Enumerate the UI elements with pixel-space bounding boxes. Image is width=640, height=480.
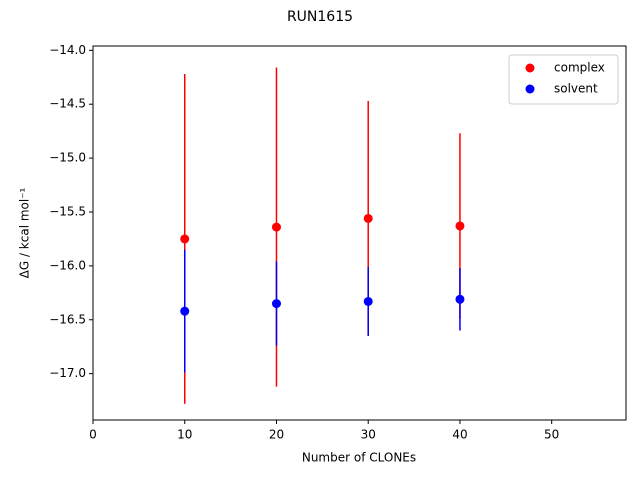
point [363,213,373,223]
x-tick-label: 40 [452,428,467,442]
point [271,222,281,232]
y-tick-label: −16.5 [49,312,86,326]
y-tick-label: −15.5 [49,204,86,218]
y-tick-label: −16.0 [49,258,86,272]
point [455,294,465,304]
x-tick-label: 30 [361,428,376,442]
point [180,306,190,316]
legend-label: complex [554,61,605,75]
legend-marker [525,63,535,73]
y-tick-label: −14.0 [49,43,86,57]
point [180,234,190,244]
legend-marker [525,84,535,94]
point [455,221,465,231]
plot-frame [92,45,627,421]
y-tick-label: −15.0 [49,151,86,165]
chart-title: RUN1615 [287,9,353,25]
x-tick-label: 0 [89,428,97,442]
x-tick-label: 50 [544,428,559,442]
point [363,296,373,306]
legend-box [508,54,619,105]
x-axis-label: Number of CLONEs [302,451,416,465]
x-tick-label: 10 [177,428,192,442]
x-tick-label: 20 [269,428,284,442]
y-tick-label: −14.5 [49,97,86,111]
point [271,299,281,309]
y-axis-label: ΔG / kcal mol⁻¹ [18,187,32,278]
y-tick-label: −17.0 [49,366,86,380]
legend-label: solvent [554,82,598,96]
